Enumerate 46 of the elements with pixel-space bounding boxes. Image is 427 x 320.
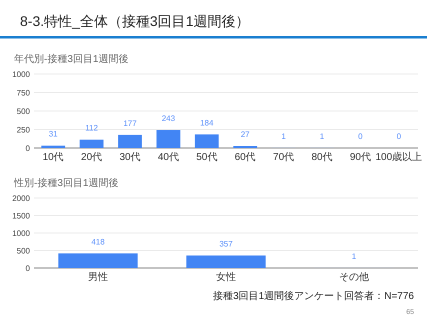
x-tick-label: その他 bbox=[339, 271, 369, 283]
x-tick-label: 30代 bbox=[119, 152, 141, 163]
text: 接種3回目1週間後アンケート回答者：N=776 bbox=[213, 290, 414, 302]
data-label: 1 bbox=[281, 132, 286, 141]
x-tick-label: 40代 bbox=[158, 152, 179, 163]
data-label: 177 bbox=[123, 118, 138, 128]
y-tick-label: 0 bbox=[26, 264, 31, 273]
x-tick-label: 女性 bbox=[216, 271, 236, 283]
y-tick-label: 0 bbox=[26, 144, 31, 153]
bar bbox=[58, 253, 138, 268]
y-tick-label: 1500 bbox=[12, 212, 31, 220]
data-label: 0 bbox=[396, 132, 402, 141]
x-tick-label: 60代 bbox=[234, 152, 256, 163]
data-label: 0 bbox=[358, 132, 364, 141]
y-tick-label: 2000 bbox=[12, 194, 31, 203]
chart-title: 年代別-接種3回目1週間後 bbox=[14, 53, 128, 65]
bar bbox=[118, 134, 142, 148]
data-label: 1 bbox=[352, 252, 357, 261]
bar bbox=[80, 140, 104, 148]
data-label: 1 bbox=[320, 132, 325, 141]
chart-title: 性別-接種3回目1週間後 bbox=[13, 177, 118, 189]
x-tick-label: 100歳以上 bbox=[375, 151, 422, 163]
x-tick-label: 90代 bbox=[350, 152, 371, 163]
data-label: 184 bbox=[200, 118, 214, 128]
x-tick-label: 80代 bbox=[311, 152, 333, 163]
data-label: 27 bbox=[240, 130, 250, 139]
x-tick-label: 男性 bbox=[88, 271, 108, 283]
data-label: 112 bbox=[85, 124, 99, 133]
text: 8-3.特性_全体（接種3回目1週間後） bbox=[20, 13, 250, 29]
y-tick-label: 500 bbox=[16, 246, 31, 256]
data-label: 31 bbox=[48, 130, 58, 139]
data-label: 357 bbox=[219, 240, 234, 249]
y-tick-label: 1000 bbox=[12, 229, 31, 238]
x-tick-label: 50代 bbox=[196, 152, 218, 163]
bar bbox=[194, 134, 219, 148]
bar bbox=[186, 256, 266, 268]
y-tick-label: 500 bbox=[16, 107, 31, 116]
x-tick-label: 10代 bbox=[42, 152, 64, 163]
x-tick-label: 20代 bbox=[81, 152, 102, 163]
y-tick-label: 1000 bbox=[12, 70, 31, 79]
y-tick-label: 750 bbox=[16, 88, 31, 98]
data-label: 243 bbox=[162, 114, 176, 124]
x-tick-label: 70代 bbox=[273, 152, 294, 163]
data-label: 418 bbox=[91, 237, 106, 246]
bar bbox=[156, 130, 180, 148]
y-tick-label: 250 bbox=[16, 126, 31, 134]
